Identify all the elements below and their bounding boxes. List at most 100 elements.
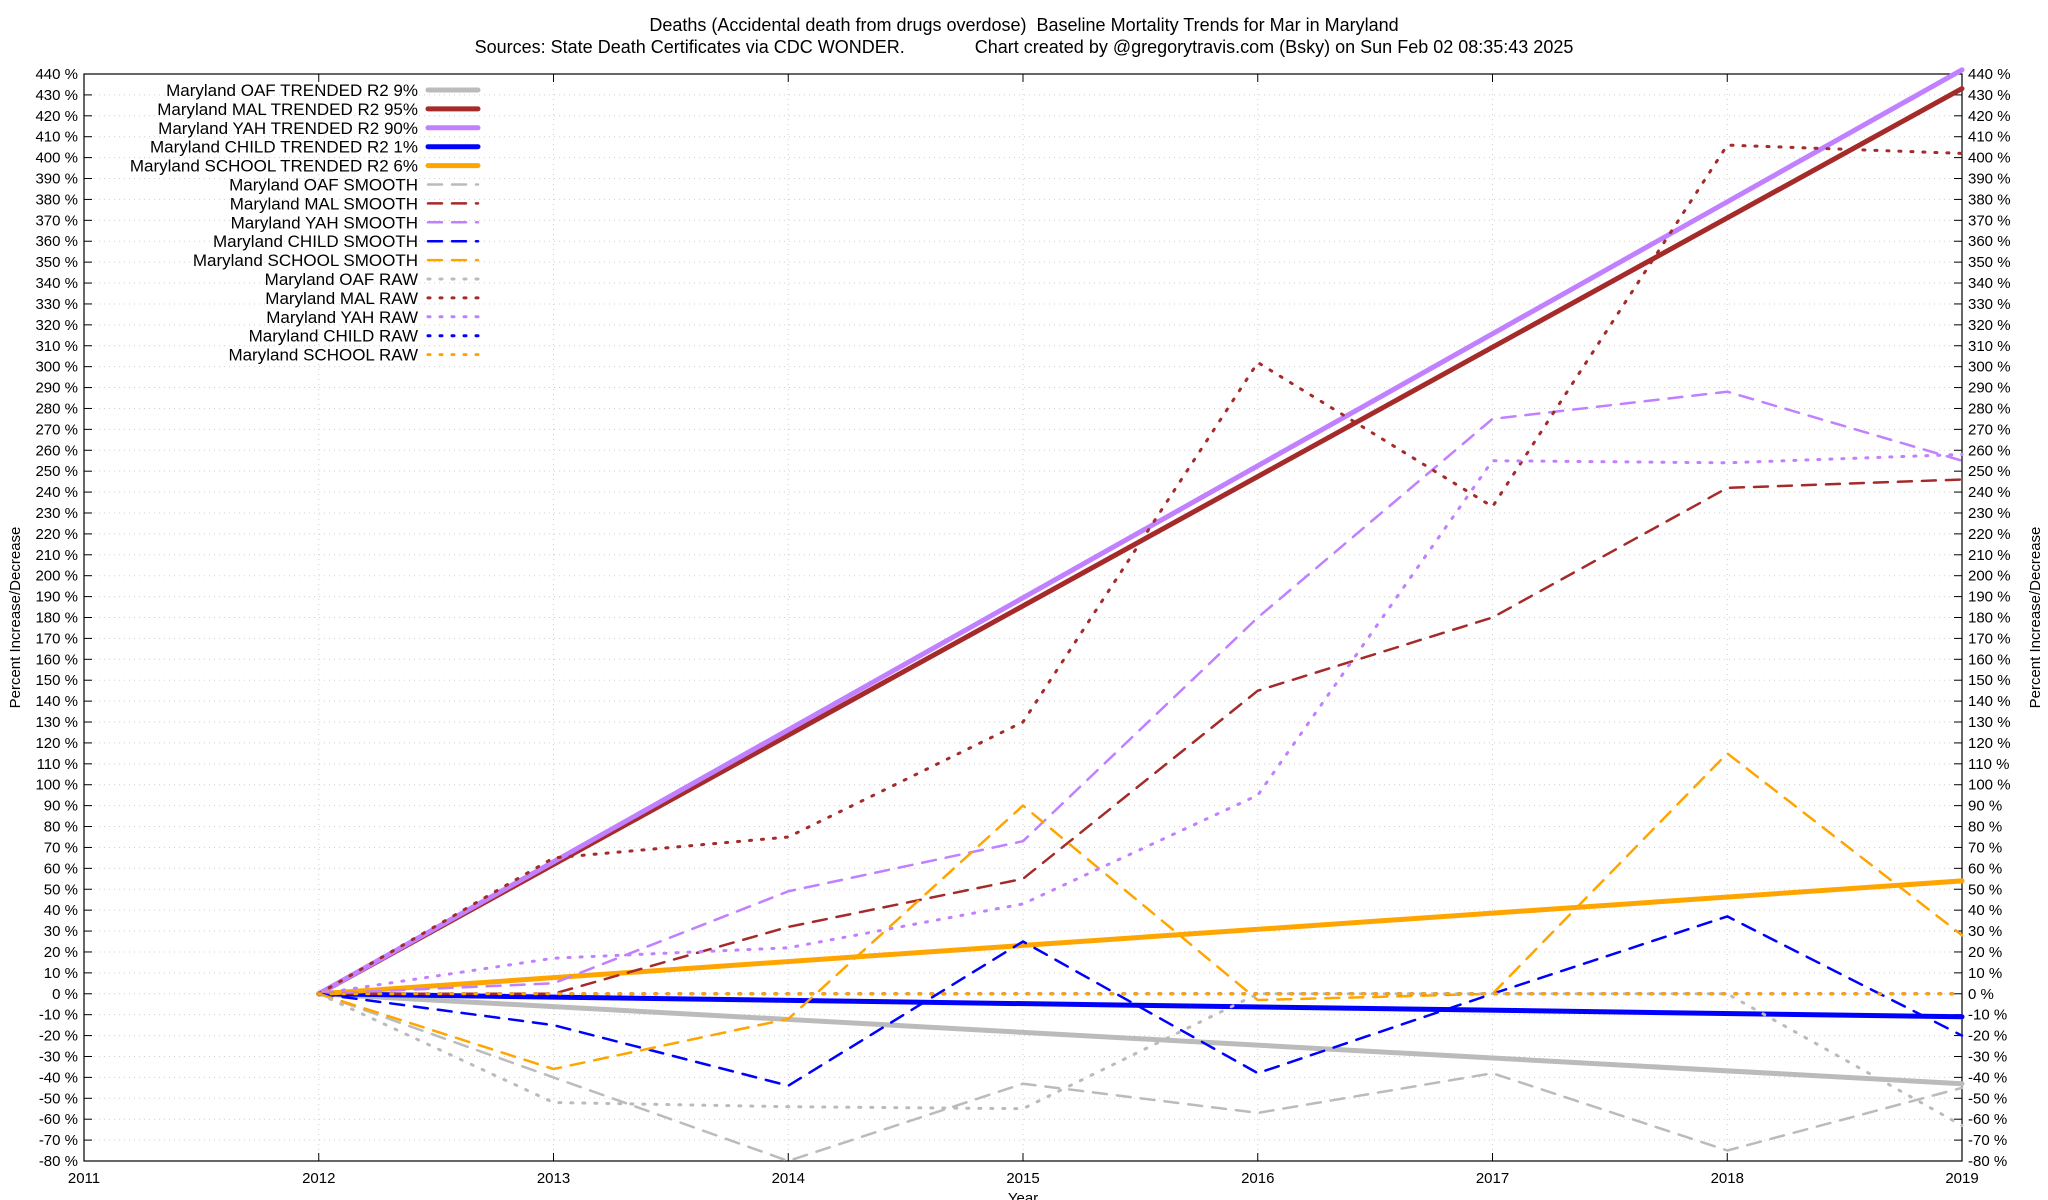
axis-layer: -80 % -80 % -70 % -70 % -60 % -60 % -50 % -50 %… — [35, 66, 2010, 1187]
series-line-2 — [316, 67, 1965, 997]
y-tick-label: 360 % — [35, 233, 78, 250]
y2-tick-label: 0 % — [1968, 986, 1994, 1003]
legend: Maryland OAF TRENDED R2 9%Maryland MAL T… — [130, 81, 481, 365]
series-line-0 — [316, 991, 1965, 1087]
series-line-7 — [317, 390, 1964, 996]
y-tick-label: 170 % — [35, 630, 78, 647]
y2-tick-label: 350 % — [1968, 254, 2011, 271]
x-tick-label: 2011 — [68, 1170, 100, 1187]
y-tick-label: 140 % — [35, 693, 78, 710]
legend-label-0: Maryland OAF TRENDED R2 9% — [166, 81, 418, 100]
x-tick-label: 2019 — [1945, 1170, 1978, 1187]
y2-tick-label: 230 % — [1968, 505, 2011, 522]
y-tick-label: 190 % — [35, 589, 78, 606]
x-axis-label: Year — [1008, 1190, 1038, 1200]
y-tick-label: 20 % — [44, 944, 78, 961]
y2-tick-label: 40 % — [1968, 902, 2002, 919]
legend-label-12: Maryland YAH RAW — [266, 308, 418, 327]
y2-tick-label: 400 % — [1968, 150, 2011, 167]
y-tick-label: 270 % — [35, 421, 78, 438]
y-tick-label: 250 % — [35, 463, 78, 480]
y-tick-label: 220 % — [35, 526, 78, 543]
y-tick-label: 90 % — [44, 798, 78, 815]
y2-tick-label: 290 % — [1968, 380, 2011, 397]
x-tick-label: 2013 — [537, 1170, 570, 1187]
chart-title: Deaths (Accidental death from drugs over… — [649, 15, 1399, 35]
y2-tick-label: -30 % — [1968, 1048, 2007, 1065]
y2-tick-label: 240 % — [1968, 484, 2011, 501]
y-tick-label: 420 % — [35, 108, 78, 125]
series-layer — [316, 67, 1965, 1163]
y2-tick-label: 180 % — [1968, 610, 2011, 627]
y2-tick-label: 410 % — [1968, 129, 2011, 146]
y-tick-label: 130 % — [35, 714, 78, 731]
legend-label-14: Maryland SCHOOL RAW — [228, 346, 418, 365]
x-tick-label: 2012 — [302, 1170, 335, 1187]
y2-tick-label: 20 % — [1968, 944, 2002, 961]
y2-tick-label: 430 % — [1968, 87, 2011, 104]
y-tick-label: 330 % — [35, 296, 78, 313]
legend-label-1: Maryland MAL TRENDED R2 95% — [157, 100, 418, 119]
y-tick-label: -70 % — [39, 1132, 78, 1149]
y-tick-label: 230 % — [35, 505, 78, 522]
y-tick-label: 340 % — [35, 275, 78, 292]
legend-label-9: Maryland SCHOOL SMOOTH — [193, 251, 418, 270]
y-tick-label: 150 % — [35, 672, 78, 689]
y2-tick-label: 220 % — [1968, 526, 2011, 543]
y2-tick-label: 10 % — [1968, 965, 2002, 982]
y2-tick-label: 250 % — [1968, 463, 2011, 480]
y2-tick-label: 160 % — [1968, 651, 2011, 668]
y-tick-label: -80 % — [39, 1153, 78, 1170]
y-tick-label: 350 % — [35, 254, 78, 271]
y-tick-label: 370 % — [35, 212, 78, 229]
y2-tick-label: -70 % — [1968, 1132, 2007, 1149]
y2-tick-label: 150 % — [1968, 672, 2011, 689]
y-tick-label: 290 % — [35, 380, 78, 397]
y-tick-label: -10 % — [39, 1007, 78, 1024]
y2-tick-label: 110 % — [1968, 756, 2009, 773]
y-tick-label: 260 % — [35, 442, 78, 459]
y-tick-label: -60 % — [39, 1111, 78, 1128]
y-tick-label: 310 % — [35, 338, 78, 355]
y2-tick-label: 320 % — [1968, 317, 2011, 334]
y-tick-label: 410 % — [35, 129, 78, 146]
y2-tick-label: -60 % — [1968, 1111, 2007, 1128]
legend-label-10: Maryland OAF RAW — [265, 270, 418, 289]
y-tick-label: -40 % — [39, 1069, 78, 1086]
y2-tick-label: 420 % — [1968, 108, 2011, 125]
y2-tick-label: -20 % — [1968, 1028, 2007, 1045]
legend-label-11: Maryland MAL RAW — [265, 289, 418, 308]
y-tick-label: 60 % — [44, 860, 78, 877]
y-tick-label: 110 % — [37, 756, 78, 773]
y-tick-label: 380 % — [35, 191, 78, 208]
y-tick-label: 0 % — [52, 986, 78, 1003]
y2-tick-label: 80 % — [1968, 819, 2002, 836]
x-tick-label: 2015 — [1006, 1170, 1039, 1187]
y2-tick-label: -80 % — [1968, 1153, 2007, 1170]
y2-tick-label: 210 % — [1968, 547, 2011, 564]
y-tick-label: 200 % — [35, 568, 78, 585]
y2-tick-label: 440 % — [1968, 66, 2011, 83]
y2-tick-label: 30 % — [1968, 923, 2002, 940]
y2-tick-label: 270 % — [1968, 421, 2011, 438]
y2-tick-label: 170 % — [1968, 630, 2011, 647]
y2-tick-label: 380 % — [1968, 191, 2011, 208]
y2-tick-label: -50 % — [1968, 1090, 2007, 1107]
y2-tick-label: 370 % — [1968, 212, 2011, 229]
legend-label-8: Maryland CHILD SMOOTH — [213, 232, 418, 251]
y-tick-label: 160 % — [35, 651, 78, 668]
y-tick-label: 10 % — [44, 965, 78, 982]
chart-subtitle: Sources: State Death Certificates via CD… — [474, 37, 1574, 57]
y2-tick-label: 130 % — [1968, 714, 2011, 731]
series-line-5 — [317, 992, 1964, 1163]
y-tick-label: 400 % — [35, 150, 78, 167]
series-line-4 — [316, 878, 1965, 997]
y2-tick-label: 300 % — [1968, 359, 2011, 376]
y-tick-label: -50 % — [39, 1090, 78, 1107]
y-tick-label: 280 % — [35, 400, 78, 417]
series-line-6 — [317, 478, 1964, 996]
x-tick-label: 2018 — [1711, 1170, 1744, 1187]
y-tick-label: 100 % — [35, 777, 78, 794]
legend-label-4: Maryland SCHOOL TRENDED R2 6% — [130, 157, 418, 176]
legend-label-13: Maryland CHILD RAW — [249, 327, 418, 346]
